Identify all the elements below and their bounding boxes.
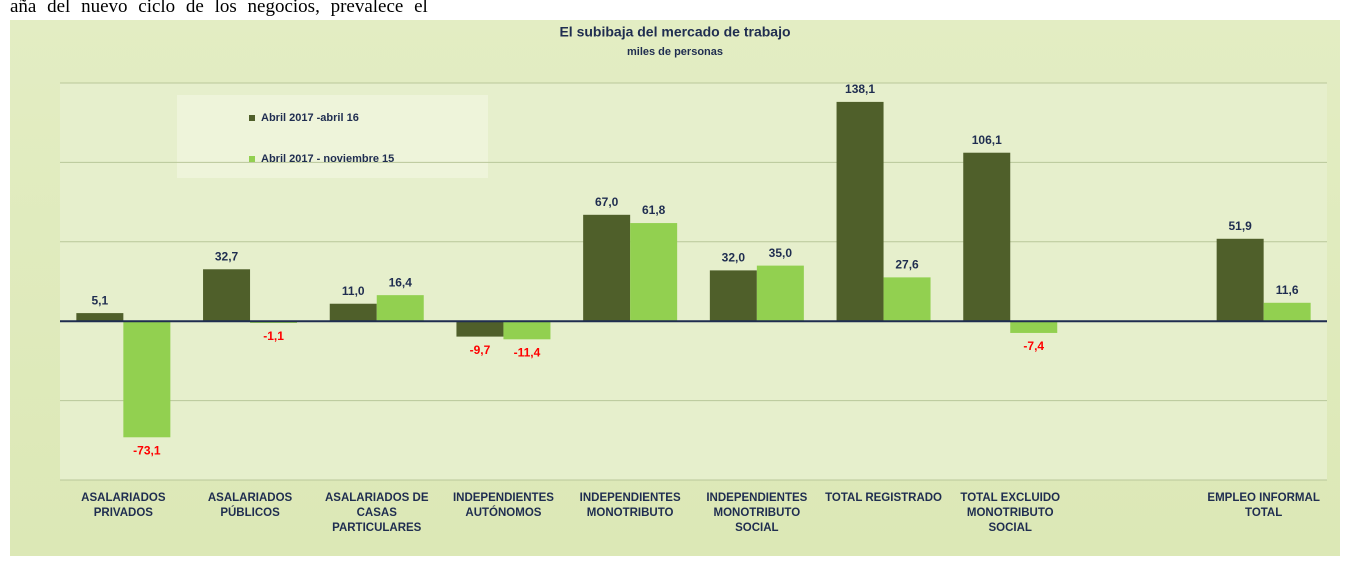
- bar: [963, 152, 1011, 322]
- data-label: 35,0: [769, 246, 793, 260]
- legend-label: Abril 2017 -abril 16: [261, 112, 359, 124]
- x-tick-label: ASALARIADOS PÚBLICOS: [207, 492, 293, 519]
- bar: [123, 321, 171, 438]
- data-label: 61,8: [642, 203, 666, 217]
- bar: [756, 265, 804, 322]
- data-label: 51,9: [1228, 219, 1252, 233]
- x-tick-label: ASALARIADOS PRIVADOS: [81, 492, 166, 519]
- bar: [1216, 238, 1264, 322]
- x-tick-label: ASALARIADOS DE CASAS PARTICULARES: [324, 492, 429, 534]
- bar: [836, 101, 884, 322]
- x-tick-label: INDEPENDIENTES MONOTRIBUTO: [579, 492, 681, 519]
- data-label: -7,4: [1023, 339, 1044, 353]
- bar: [630, 223, 678, 322]
- data-label: 11,0: [342, 284, 365, 298]
- data-label: 32,0: [722, 251, 746, 265]
- data-label: 27,6: [895, 258, 919, 272]
- x-tick-label: INDEPENDIENTES AUTÓNOMOS: [452, 492, 554, 519]
- legend: [177, 95, 488, 178]
- chart-subtitle: miles de personas: [627, 46, 723, 58]
- chart-title: El subibaja del mercado de trabajo: [559, 24, 790, 40]
- bar: [203, 269, 251, 322]
- body-text: aña del nuevo ciclo de los negocios, pre…: [10, 0, 428, 17]
- data-label: -73,1: [133, 443, 161, 457]
- bar: [709, 270, 757, 322]
- legend-label: Abril 2017 - noviembre 15: [261, 153, 394, 165]
- data-label: 138,1: [845, 82, 875, 96]
- data-label: 67,0: [595, 195, 619, 209]
- bar: [583, 214, 631, 322]
- legend-marker: [249, 115, 255, 121]
- data-label: -11,4: [514, 345, 541, 359]
- legend-marker: [249, 156, 255, 162]
- data-label: -9,7: [470, 343, 491, 357]
- bar: [1263, 302, 1311, 322]
- x-tick-label: EMPLEO INFORMAL TOTAL: [1207, 492, 1320, 519]
- data-label: 32,7: [215, 249, 239, 263]
- bar: [76, 313, 124, 322]
- data-label: 11,6: [1276, 283, 1299, 297]
- data-label: -1,1: [263, 329, 284, 343]
- bar: [503, 321, 551, 340]
- bar: [1010, 321, 1058, 333]
- data-label: 106,1: [972, 133, 1002, 147]
- x-tick-label: INDEPENDIENTES MONOTRIBUTO SOCIAL: [706, 492, 808, 534]
- bar: [329, 303, 377, 322]
- data-label: 5,1: [92, 293, 109, 307]
- x-tick-label: TOTAL EXCLUIDO MONOTRIBUTO SOCIAL: [960, 492, 1061, 534]
- bar: [456, 321, 504, 337]
- bar: [883, 277, 931, 322]
- bar: [376, 295, 424, 322]
- data-label: 16,4: [389, 275, 413, 289]
- x-tick-label: TOTAL REGISTRADO: [825, 492, 942, 504]
